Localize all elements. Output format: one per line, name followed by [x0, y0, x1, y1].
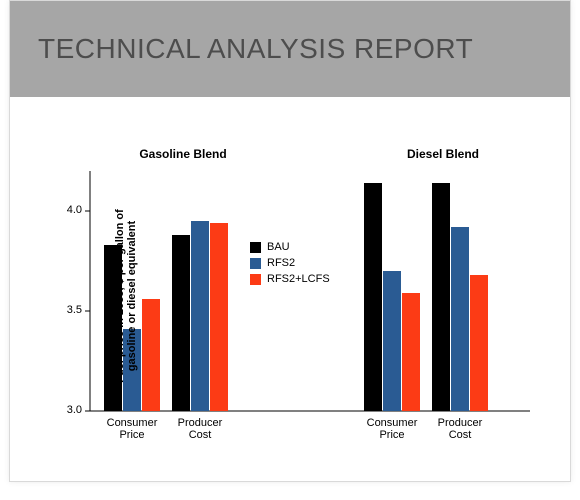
legend: BAU RFS2 RFS2+LCFS [250, 237, 330, 289]
legend-label: RFS2 [267, 257, 295, 269]
bar [142, 299, 160, 411]
bar [470, 275, 488, 411]
bar [172, 235, 190, 411]
y-tick-label: 3.0 [52, 404, 82, 416]
bar [451, 227, 469, 411]
legend-swatch [250, 274, 261, 285]
y-tick-label: 4.0 [52, 204, 82, 216]
page-title: TECHNICAL ANALYSIS REPORT [38, 33, 473, 65]
x-group-label: Producer Cost [426, 417, 494, 441]
bar [402, 293, 420, 411]
fuel-price-chart: Fuel price in 2035, $ per gallon of gaso… [40, 141, 540, 451]
y-axis-label: Fuel price in 2035, $ per gallon of gaso… [114, 196, 138, 396]
legend-label: RFS2+LCFS [267, 273, 330, 285]
panel-title: Diesel Blend [358, 147, 528, 161]
bar [432, 183, 450, 411]
bar [191, 221, 209, 411]
legend-label: BAU [267, 241, 290, 253]
bar [210, 223, 228, 411]
x-group-label: Producer Cost [166, 417, 234, 441]
legend-swatch [250, 258, 261, 269]
header-banner: TECHNICAL ANALYSIS REPORT [10, 1, 570, 97]
y-tick-label: 3.5 [52, 304, 82, 316]
x-group-label: Consumer Price [98, 417, 166, 441]
bar [364, 183, 382, 411]
legend-swatch [250, 242, 261, 253]
legend-item: RFS2+LCFS [250, 273, 330, 285]
legend-item: BAU [250, 241, 330, 253]
x-group-label: Consumer Price [358, 417, 426, 441]
report-page: TECHNICAL ANALYSIS REPORT Fuel price in … [9, 0, 571, 482]
bar [383, 271, 401, 411]
panel-title: Gasoline Blend [98, 147, 268, 161]
legend-item: RFS2 [250, 257, 330, 269]
